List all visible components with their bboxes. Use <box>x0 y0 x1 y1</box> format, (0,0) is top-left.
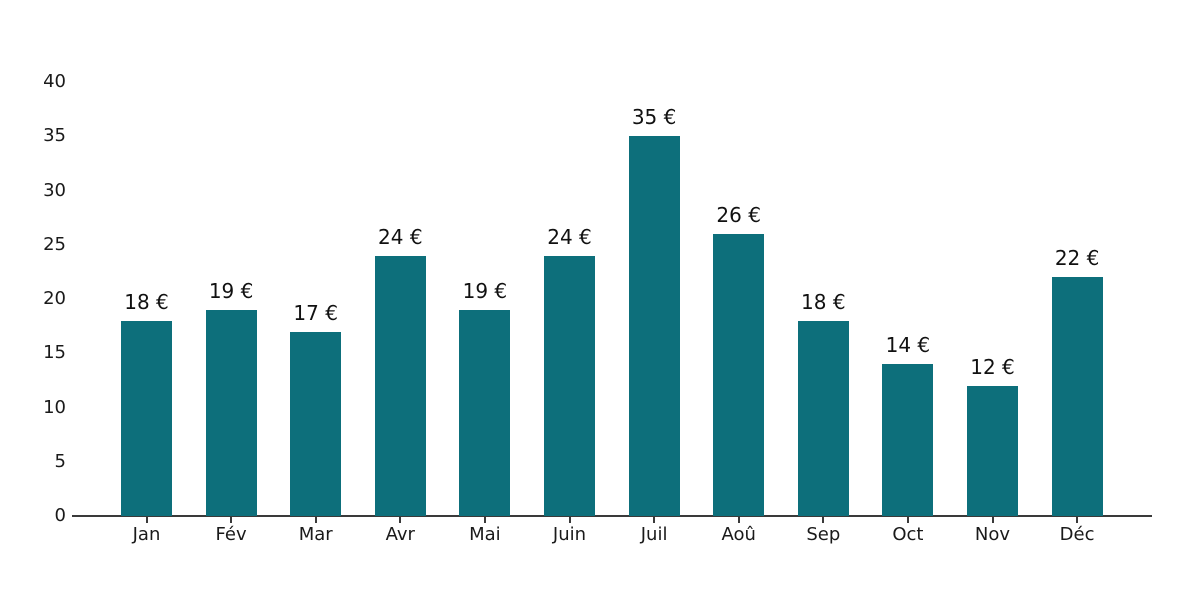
x-axis-tick <box>399 517 402 523</box>
y-tick-label: 0 <box>54 505 66 526</box>
y-tick-label: 35 <box>43 125 66 147</box>
x-tick-label-jan: Jan <box>132 524 161 545</box>
bar-nov <box>967 385 1018 516</box>
bar-value-label: 26 € <box>716 202 761 227</box>
y-tick-label: 30 <box>43 179 66 201</box>
x-axis-tick <box>991 517 994 523</box>
x-tick-label-avr: Avr <box>385 524 415 545</box>
bar-value-label: 19 € <box>462 278 508 303</box>
bar-aoû <box>713 233 765 516</box>
y-tick-label: 10 <box>43 396 66 418</box>
bar-value-label: 24 € <box>547 224 592 249</box>
x-tick-label-déc: Déc <box>1059 524 1095 545</box>
bar-value-label: 22 € <box>1054 246 1100 271</box>
x-tick-label-juin: Juin <box>552 524 587 545</box>
x-tick-label-mar: Mar <box>298 524 333 545</box>
x-axis-tick <box>483 517 486 523</box>
x-tick-label-nov: Nov <box>974 524 1011 545</box>
y-tick-label: 40 <box>43 71 66 92</box>
bar-value-label: 24 € <box>378 224 423 249</box>
x-axis-tick <box>1076 517 1079 523</box>
x-axis-tick <box>230 517 233 523</box>
x-axis-tick <box>568 517 571 523</box>
bar-fév <box>205 309 257 516</box>
bar-juin <box>544 255 595 516</box>
bar-value-label: 14 € <box>885 333 931 358</box>
x-axis-line <box>72 515 1152 517</box>
x-axis-tick <box>145 517 148 523</box>
y-tick-label: 25 <box>43 233 66 255</box>
bar-mai <box>459 309 511 516</box>
bar-jan <box>121 320 172 516</box>
bar-value-label: 18 € <box>124 289 169 314</box>
x-axis-tick <box>906 517 909 523</box>
bar-value-label: 19 € <box>208 278 254 303</box>
y-tick-label: 20 <box>43 288 66 309</box>
y-tick-label: 5 <box>54 450 66 472</box>
bar-sep <box>797 320 849 516</box>
x-tick-label-juil: Juil <box>640 524 668 545</box>
bar-déc <box>1051 277 1103 516</box>
bar-value-label: 17 € <box>293 300 338 325</box>
bar-value-label: 12 € <box>970 354 1015 379</box>
x-tick-label-fév: Fév <box>215 524 247 545</box>
x-axis-tick <box>314 517 317 523</box>
x-tick-label-mai: Mai <box>469 524 501 545</box>
x-tick-label-oct: Oct <box>892 524 924 545</box>
x-tick-label-aoû: Aoû <box>721 524 756 545</box>
bar-oct <box>882 364 934 516</box>
bar-value-label: 18 € <box>801 289 846 314</box>
x-axis-tick <box>653 517 656 523</box>
bar-mar <box>290 331 342 516</box>
bar-juil <box>628 136 680 516</box>
bar-avr <box>374 255 426 516</box>
y-tick-label: 15 <box>43 342 66 364</box>
bar-value-label: 35 € <box>631 105 677 130</box>
x-axis-tick <box>737 517 740 523</box>
x-axis-tick <box>822 517 825 523</box>
x-tick-label-sep: Sep <box>806 524 841 545</box>
